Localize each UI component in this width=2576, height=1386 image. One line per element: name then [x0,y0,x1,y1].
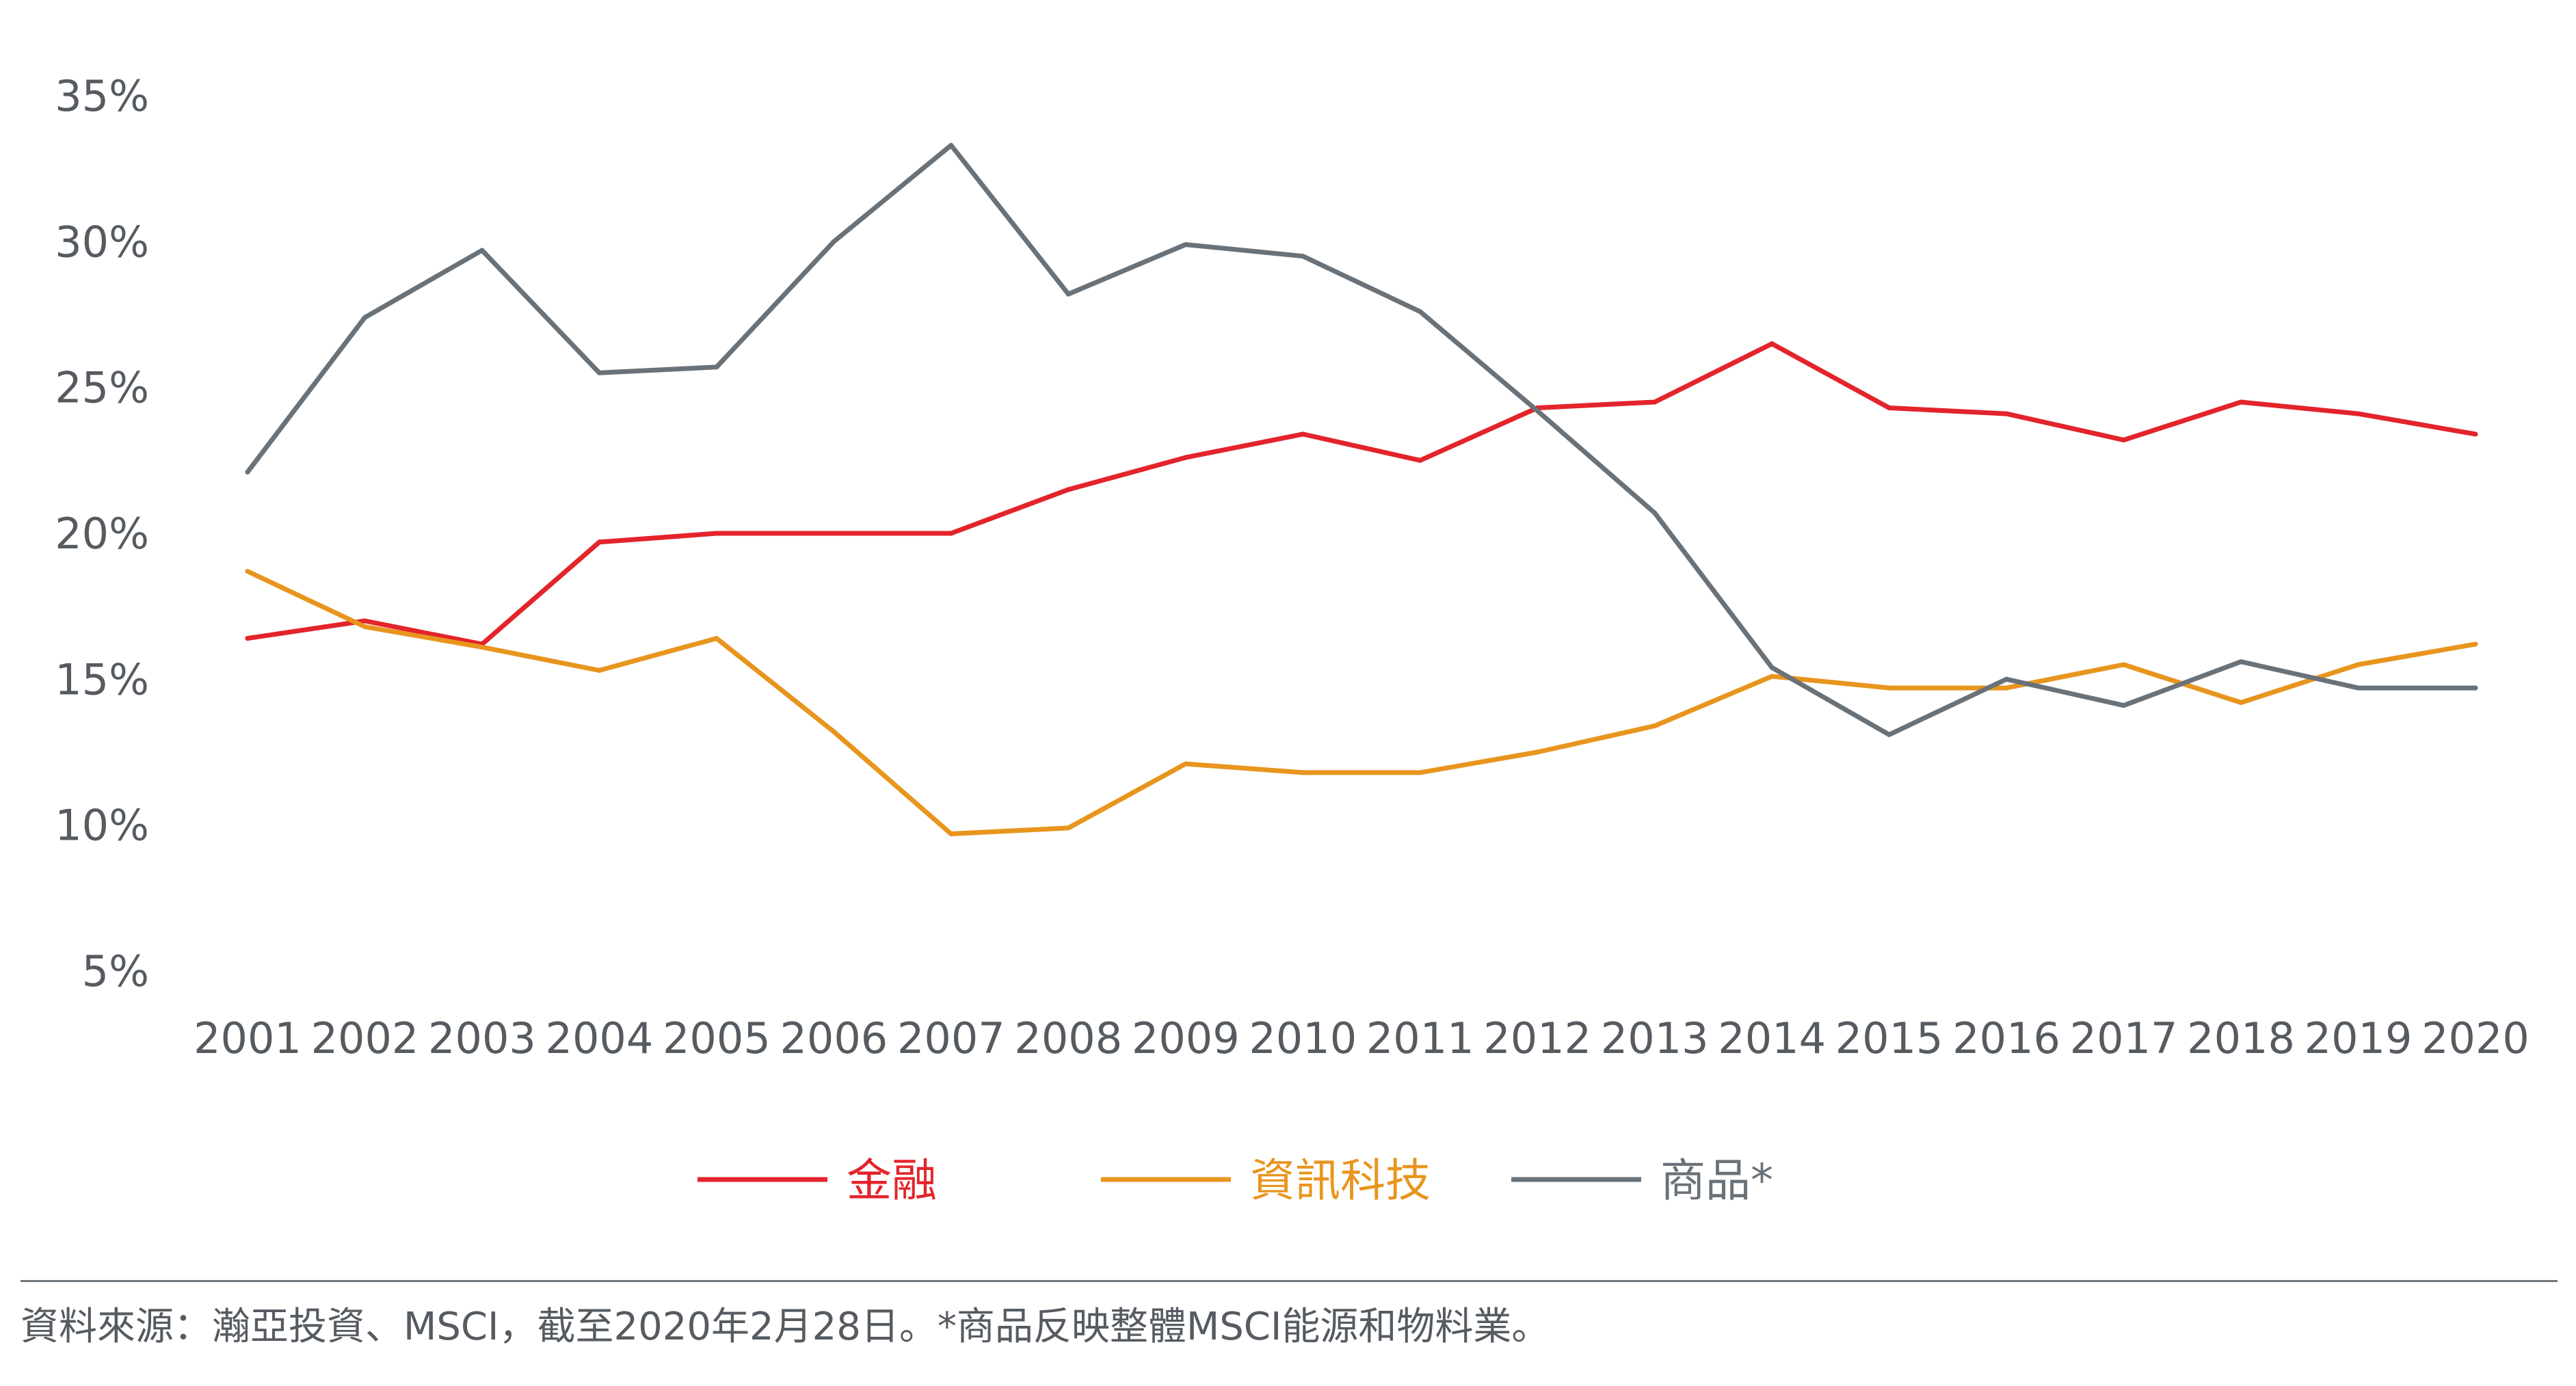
data-point [2238,659,2244,665]
data-point [596,370,602,375]
x-tick-label: 2011 [1366,1013,1474,1063]
data-point [831,239,836,244]
data-point [1300,431,1305,437]
data-point [2356,411,2361,416]
data-point [1418,457,1423,463]
data-point [1065,825,1071,831]
x-tick-label: 2003 [428,1013,536,1063]
x-tick-label: 2004 [546,1013,654,1063]
x-tick-label: 2020 [2421,1013,2529,1063]
data-point [2004,411,2009,416]
data-point [362,618,367,624]
data-point [714,364,719,370]
x-tick-label: 2017 [2070,1013,2178,1063]
x-tick-label: 2001 [194,1013,302,1063]
legend-label: 商品* [1660,1154,1773,1207]
data-point [1535,749,1540,755]
data-point [1183,242,1189,248]
x-tick-label: 2019 [2305,1013,2413,1063]
x-tick-label: 2007 [897,1013,1005,1063]
x-tick-label: 2002 [311,1013,419,1063]
x-tick-label: 2005 [663,1013,771,1063]
data-point [948,143,954,148]
data-point [2004,685,2009,691]
data-point [1769,341,1775,347]
data-point [596,539,602,545]
footer-divider [21,1280,2558,1282]
data-point [1300,254,1305,259]
data-point [479,248,485,253]
data-point [2121,662,2127,667]
data-point [596,668,602,674]
data-point [2238,699,2244,705]
data-point [2121,437,2127,442]
x-tick-label: 2015 [1835,1013,1943,1063]
x-tick-label: 2014 [1718,1013,1826,1063]
x-tick-label: 2012 [1483,1013,1591,1063]
data-point [1652,510,1658,516]
data-point [1769,665,1775,670]
data-point [831,729,836,734]
legend-label: 資訊科技 [1250,1154,1431,1207]
legend: 金融 資訊科技 商品* [698,1154,1773,1207]
data-point [1418,770,1423,775]
data-point [479,644,485,650]
data-point [1652,399,1658,405]
x-tick-label: 2008 [1014,1013,1122,1063]
series-lines [245,143,2478,836]
data-point [245,568,250,574]
y-tick-label: 10% [55,801,149,851]
data-point [1183,455,1189,460]
series-line-1 [245,341,2478,647]
series-line-3 [245,143,2478,737]
data-point [2004,676,2009,682]
data-point [2356,662,2361,667]
data-point [2473,641,2478,647]
y-tick-label: 20% [55,509,149,559]
x-tick-label: 2018 [2187,1013,2295,1063]
data-point [245,636,250,641]
data-point [714,636,719,641]
data-point [948,831,954,836]
data-point [1652,723,1658,729]
y-tick-label: 15% [55,654,149,704]
x-tick-label: 2006 [780,1013,888,1063]
x-tick-label: 2016 [1952,1013,2060,1063]
x-tick-label: 2010 [1249,1013,1357,1063]
x-axis-labels: 2001 2002 2003 2004 2005 2006 2007 2008 2009 2010… [194,1013,2529,1063]
data-point [1418,309,1423,315]
y-tick-label: 25% [55,363,149,413]
data-point [1887,685,1892,691]
data-point [2356,685,2361,691]
data-point [1183,761,1189,767]
source-note: 資料來源：瀚亞投資、MSCI，截至2020年2月28日。*商品反映整體MSCI能… [21,1305,1550,1349]
data-point [2121,703,2127,708]
data-point [1065,487,1071,492]
y-tick-label: 35% [55,71,149,121]
legend-label: 金融 [847,1154,937,1207]
data-point [1769,674,1775,679]
data-point [1887,405,1892,411]
data-point [1887,732,1892,737]
data-point [245,469,250,475]
data-point [1065,291,1071,297]
data-point [2238,399,2244,405]
data-point [714,531,719,536]
data-point [1300,770,1305,775]
data-point [2473,685,2478,691]
data-point [948,531,954,536]
data-point [362,315,367,320]
data-point [362,624,367,630]
data-point [831,531,836,536]
x-tick-label: 2013 [1601,1013,1709,1063]
series-line-2 [245,569,2478,836]
y-axis-labels: 35% 30% 25% 20% 15% 10% 5% [55,71,149,996]
x-tick-label: 2009 [1132,1013,1240,1063]
line-chart: 35%30%25%20%15%10%5% 2001 2002 2003 2004 200… [55,71,2529,1207]
data-point [1535,408,1540,414]
y-tick-label: 5% [82,946,149,996]
data-point [2473,431,2478,437]
y-tick-label: 30% [55,217,149,267]
